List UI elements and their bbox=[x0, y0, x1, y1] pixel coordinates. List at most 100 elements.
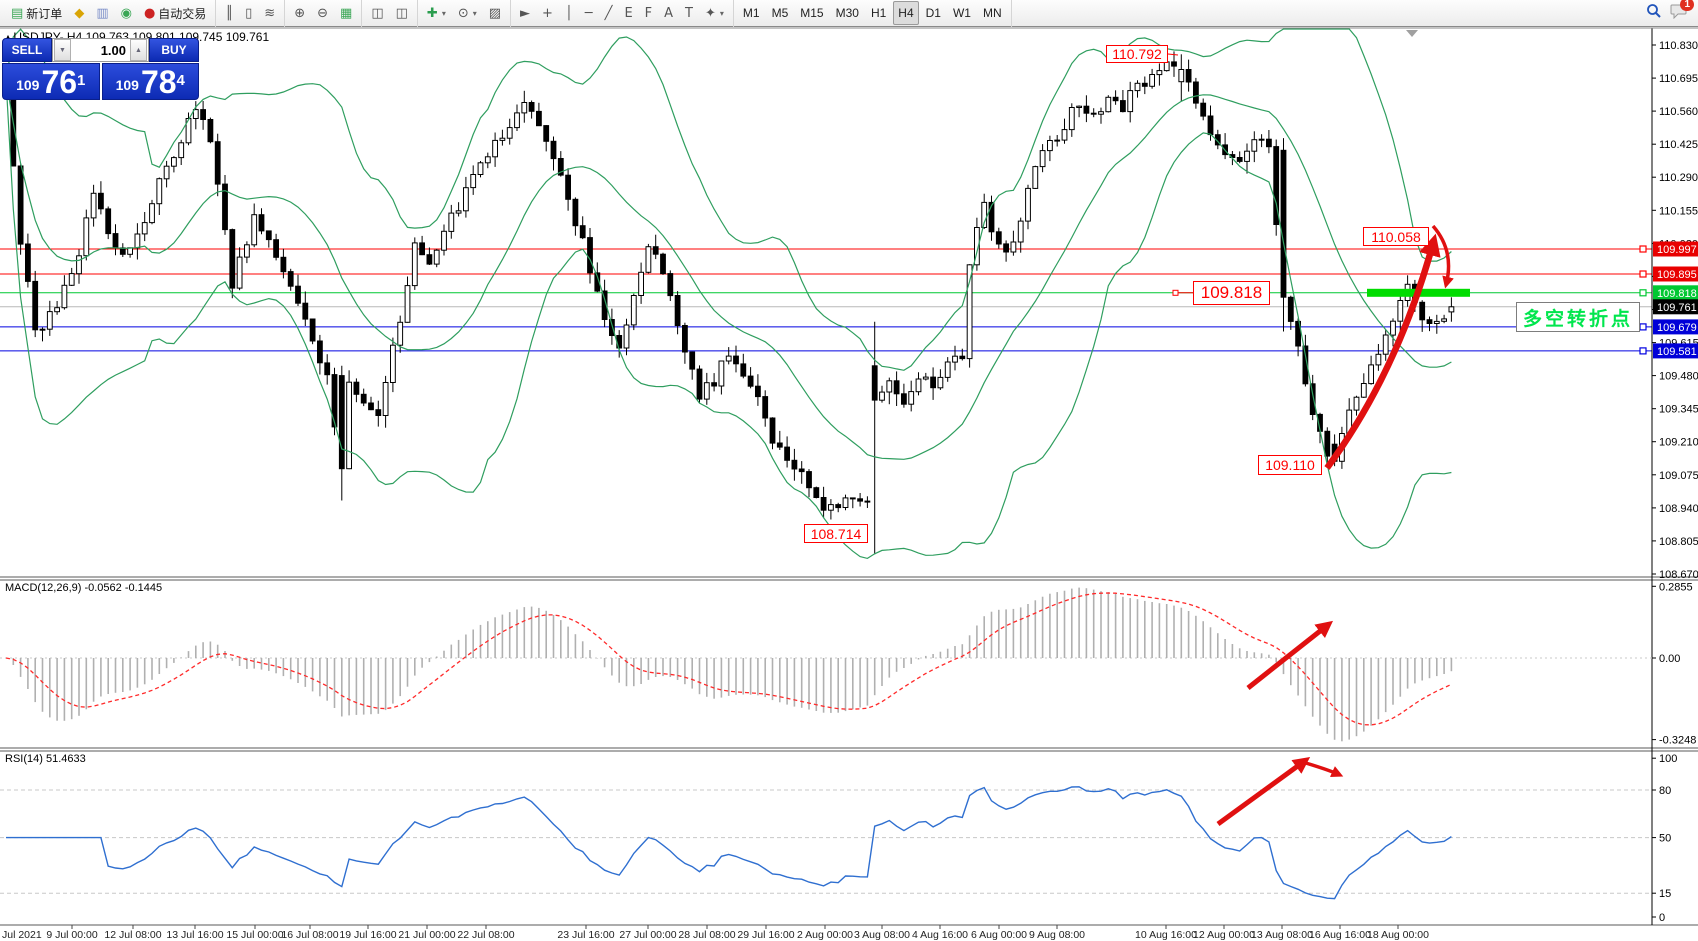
arrange-cascade-button[interactable]: ◫ bbox=[366, 1, 388, 25]
sell-button[interactable]: SELL bbox=[2, 38, 52, 62]
svg-text:4 Aug 16:00: 4 Aug 16:00 bbox=[912, 929, 968, 941]
tf-m1-button-label: M1 bbox=[742, 6, 760, 20]
toolbar-right: 1 bbox=[1646, 0, 1698, 27]
vline-button[interactable]: │ bbox=[560, 1, 578, 25]
chart-shift-marker bbox=[1406, 30, 1418, 37]
periods-button-icon: ⊙ bbox=[457, 5, 469, 21]
svg-text:100: 100 bbox=[1659, 753, 1677, 765]
tf-d1-button[interactable]: D1 bbox=[921, 1, 946, 25]
svg-text:109.075: 109.075 bbox=[1659, 470, 1698, 482]
volume-value[interactable]: 1.00 bbox=[100, 42, 126, 58]
arrange-tile-button-icon: ◫ bbox=[395, 5, 408, 21]
bar-chart-button-icon: ║ bbox=[225, 5, 234, 21]
svg-text:16 Aug 16:00: 16 Aug 16:00 bbox=[1309, 929, 1371, 941]
tf-w1-button[interactable]: W1 bbox=[948, 1, 976, 25]
sell-price[interactable]: 109 76 1 bbox=[2, 63, 100, 100]
data-window-button[interactable]: ▥ bbox=[91, 1, 113, 25]
zoom-in-button[interactable]: ⊕ bbox=[289, 1, 310, 25]
new-order-button-label: 新订单 bbox=[26, 6, 63, 21]
tf-m1-button[interactable]: M1 bbox=[738, 1, 765, 25]
tf-m15-button[interactable]: M15 bbox=[795, 1, 828, 25]
cursor-button[interactable]: ► bbox=[515, 1, 535, 25]
label-button[interactable]: T bbox=[680, 1, 698, 25]
svg-text:110.425: 110.425 bbox=[1659, 139, 1698, 151]
svg-text:0: 0 bbox=[1659, 912, 1665, 924]
chart-canvas[interactable]: 110.830 110.695 110.560 110.425 110.290 110.1… bbox=[0, 27, 1698, 941]
tf-mn-button[interactable]: MN bbox=[978, 1, 1007, 25]
annotation-110058[interactable]: 110.058 bbox=[1363, 227, 1429, 246]
vline-button-icon: │ bbox=[564, 5, 573, 21]
arrange-tile-button[interactable]: ◫ bbox=[391, 1, 413, 25]
svg-text:109.895: 109.895 bbox=[1657, 269, 1697, 281]
shapes-button-dropdown-icon[interactable]: ▾ bbox=[719, 8, 724, 18]
svg-text:109.345: 109.345 bbox=[1659, 404, 1698, 416]
indicators-button-dropdown-icon[interactable]: ▾ bbox=[441, 8, 446, 18]
shapes-button-icon: ✦ bbox=[705, 5, 716, 21]
new-order-button-icon: ▤ bbox=[11, 5, 24, 21]
candle-chart-button-icon: ▯ bbox=[245, 5, 253, 21]
crosshair-button[interactable]: + bbox=[537, 1, 558, 25]
channel-button-icon: E bbox=[624, 5, 633, 21]
tf-h1-button[interactable]: H1 bbox=[866, 1, 891, 25]
svg-text:109.761: 109.761 bbox=[1657, 302, 1697, 314]
annotation-109818[interactable]: 109.818 bbox=[1193, 281, 1270, 305]
drawn-arrow-main-down bbox=[1431, 224, 1454, 289]
svg-text:15: 15 bbox=[1659, 888, 1671, 900]
drawn-arrow-rsi-down bbox=[1298, 759, 1344, 777]
svg-text:108.940: 108.940 bbox=[1659, 503, 1698, 515]
annotation-110792[interactable]: 110.792 bbox=[1106, 45, 1168, 63]
buy-button[interactable]: BUY bbox=[149, 38, 199, 62]
trendline-button-icon: ╱ bbox=[604, 5, 613, 21]
fibonacci-button[interactable]: F bbox=[640, 1, 657, 25]
line-chart-button[interactable]: ≋ bbox=[259, 1, 280, 25]
tf-d1-button-label: D1 bbox=[925, 6, 941, 20]
time-axis: Jul 2021 9 Jul 00:00 12 Jul 08:00 13 Jul 16… bbox=[2, 925, 1429, 941]
buy-price[interactable]: 109 78 4 bbox=[101, 63, 199, 100]
svg-text:19 Jul 16:00: 19 Jul 16:00 bbox=[339, 929, 396, 941]
annotation-109110[interactable]: 109.110 bbox=[1258, 455, 1322, 475]
svg-text:22 Jul 08:00: 22 Jul 08:00 bbox=[457, 929, 514, 941]
volume-stepper[interactable]: ▼ 1.00 ▲ bbox=[52, 38, 149, 62]
templates-button[interactable]: ▨ bbox=[484, 1, 506, 25]
bollinger-bands bbox=[5, 28, 1452, 560]
line-chart-button-icon: ≋ bbox=[264, 5, 276, 21]
tf-m30-button[interactable]: M30 bbox=[831, 1, 864, 25]
shapes-button[interactable]: ✦ ▾ bbox=[700, 1, 729, 25]
autotrading-button-label: 自动交易 bbox=[158, 6, 207, 21]
tf-h4-button[interactable]: H4 bbox=[893, 1, 919, 25]
periods-button[interactable]: ⊙ ▾ bbox=[453, 1, 482, 25]
tile-windows-button[interactable]: ▦ bbox=[335, 1, 357, 25]
new-order-button[interactable]: ▤ 新订单 bbox=[6, 1, 67, 25]
volume-down-icon[interactable]: ▼ bbox=[54, 39, 71, 61]
svg-text:108.805: 108.805 bbox=[1659, 536, 1698, 548]
candle-chart-button[interactable]: ▯ bbox=[240, 1, 257, 25]
text-button[interactable]: A bbox=[659, 1, 678, 25]
channel-button[interactable]: E bbox=[619, 1, 637, 25]
tf-m5-button[interactable]: M5 bbox=[767, 1, 794, 25]
signals-button-icon: ◉ bbox=[120, 5, 132, 21]
fibonacci-button-icon: F bbox=[644, 5, 653, 21]
drawn-arrow-main-up bbox=[1324, 233, 1441, 470]
volume-up-icon[interactable]: ▲ bbox=[130, 39, 147, 61]
drawn-arrow-macd-up bbox=[1246, 620, 1334, 690]
signals-button[interactable]: ◉ bbox=[116, 1, 137, 25]
svg-text:109.679: 109.679 bbox=[1657, 322, 1697, 334]
indicators-button[interactable]: ✚ ▾ bbox=[422, 1, 451, 25]
hline-button[interactable]: ─ bbox=[580, 1, 598, 25]
toolbar-group-objects: ✚ ▾ ⊙ ▾ ▨ bbox=[418, 0, 512, 27]
toolbar-group-tools: ► + │ ─ ╱ E F A T ✦ ▾ bbox=[511, 0, 734, 27]
svg-text:23 Jul 16:00: 23 Jul 16:00 bbox=[557, 929, 614, 941]
chat-icon[interactable]: 1 bbox=[1670, 0, 1694, 24]
market-watch-button[interactable]: ◆ bbox=[69, 1, 89, 25]
svg-text:109.581: 109.581 bbox=[1657, 346, 1697, 358]
search-icon[interactable] bbox=[1646, 3, 1662, 24]
bar-chart-button[interactable]: ║ bbox=[220, 1, 238, 25]
zoom-out-button[interactable]: ⊖ bbox=[312, 1, 333, 25]
annotation-108714[interactable]: 108.714 bbox=[804, 524, 868, 543]
data-window-button-icon: ▥ bbox=[96, 5, 109, 21]
periods-button-dropdown-icon[interactable]: ▾ bbox=[472, 8, 477, 18]
autotrading-button[interactable]: ● 自动交易 bbox=[139, 1, 211, 25]
trendline-button[interactable]: ╱ bbox=[600, 1, 618, 25]
hlines bbox=[0, 248, 1652, 352]
turning-point-label[interactable]: 多空转折点 bbox=[1516, 302, 1640, 332]
